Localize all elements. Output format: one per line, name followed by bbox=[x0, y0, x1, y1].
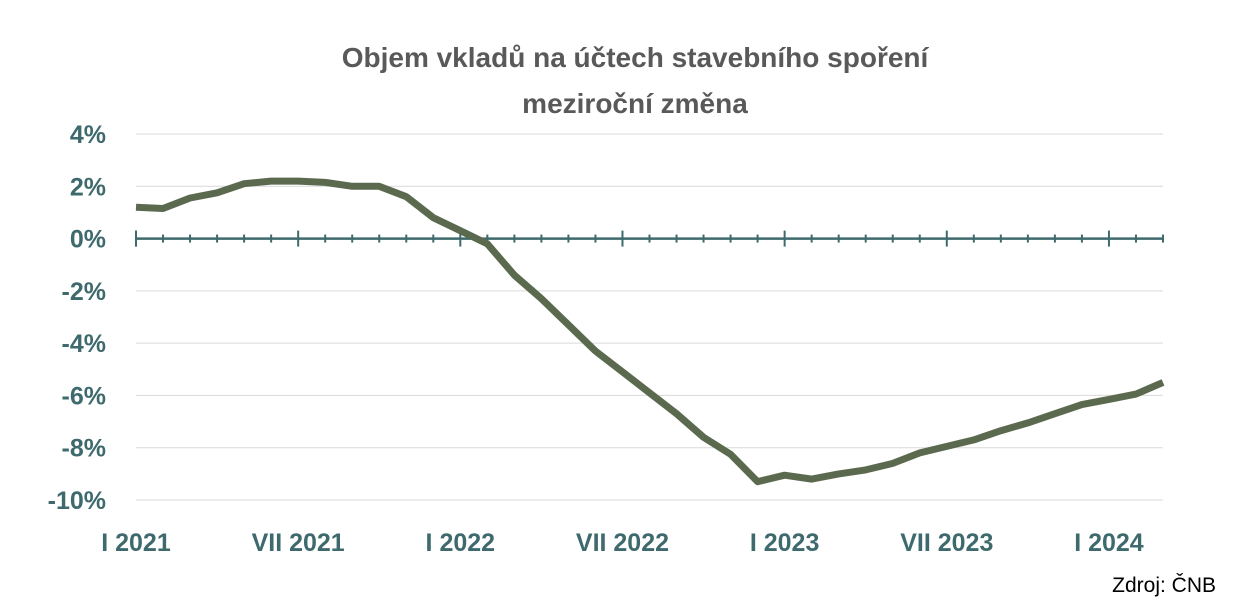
series-group bbox=[135, 177, 1165, 486]
chart-title: Objem vkladů na účtech stavebního spořen… bbox=[341, 42, 929, 73]
chart-subtitle: meziroční změna bbox=[522, 88, 748, 119]
gridlines bbox=[136, 133, 1163, 501]
y-tick-label: -8% bbox=[62, 435, 106, 463]
y-tick-label: -10% bbox=[48, 487, 106, 515]
x-tick-label: I 2024 bbox=[1074, 529, 1144, 557]
series-line bbox=[135, 177, 1165, 486]
y-tick-label: -2% bbox=[62, 278, 106, 306]
y-tick-label: -4% bbox=[62, 330, 106, 358]
y-tick-label: -6% bbox=[62, 382, 106, 410]
x-axis bbox=[135, 230, 1164, 247]
y-tick-label: 2% bbox=[70, 173, 106, 201]
x-tick-label: VII 2023 bbox=[900, 529, 993, 557]
y-tick-label: 0% bbox=[70, 226, 106, 254]
x-tick-label: I 2023 bbox=[750, 529, 820, 557]
y-axis-tick-labels: 4% 2% 0% -2% -4% -6% -8% -10% bbox=[48, 121, 106, 515]
source-note: Zdroj: ČNB bbox=[1112, 574, 1216, 597]
x-axis-tick-labels: I 2021 VII 2021 I 2022 VII 2022 I 2023 VII 20… bbox=[101, 529, 1144, 557]
y-tick-label: 4% bbox=[70, 121, 106, 149]
x-tick-label: VII 2021 bbox=[252, 529, 345, 557]
x-tick-label: I 2022 bbox=[426, 529, 496, 557]
x-tick-label: VII 2022 bbox=[576, 529, 669, 557]
x-tick-label: I 2021 bbox=[101, 529, 171, 557]
